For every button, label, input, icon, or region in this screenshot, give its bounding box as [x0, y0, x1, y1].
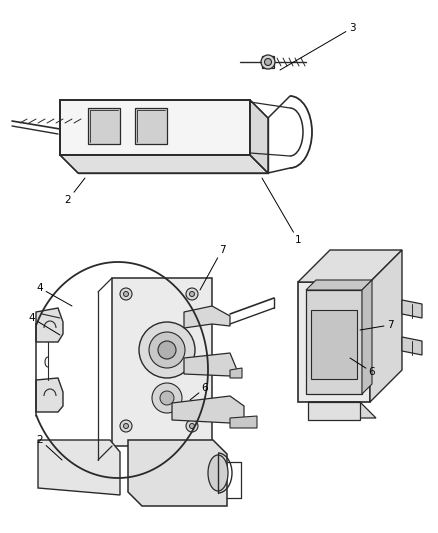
Polygon shape — [184, 353, 237, 376]
Circle shape — [261, 55, 275, 69]
Polygon shape — [36, 308, 63, 342]
Polygon shape — [308, 402, 360, 420]
Polygon shape — [308, 402, 376, 418]
Circle shape — [149, 332, 185, 368]
Circle shape — [190, 292, 194, 296]
Circle shape — [152, 383, 182, 413]
Polygon shape — [88, 108, 120, 144]
Text: 7: 7 — [200, 245, 225, 290]
Circle shape — [120, 288, 132, 300]
Text: 2: 2 — [37, 435, 62, 460]
Polygon shape — [128, 440, 227, 506]
Polygon shape — [298, 250, 402, 282]
Polygon shape — [184, 306, 230, 328]
Circle shape — [186, 288, 198, 300]
Polygon shape — [306, 290, 362, 394]
Polygon shape — [262, 56, 274, 68]
Polygon shape — [60, 155, 268, 173]
Text: 6: 6 — [350, 358, 375, 377]
Polygon shape — [402, 300, 422, 318]
Circle shape — [124, 292, 128, 296]
Text: 1: 1 — [262, 178, 301, 245]
Polygon shape — [250, 100, 268, 173]
Polygon shape — [362, 280, 372, 394]
Text: 7: 7 — [360, 320, 393, 330]
Polygon shape — [230, 416, 257, 428]
Circle shape — [265, 59, 272, 66]
Circle shape — [124, 424, 128, 429]
Polygon shape — [135, 108, 167, 144]
Polygon shape — [298, 282, 370, 402]
Text: 4: 4 — [37, 283, 72, 306]
Polygon shape — [60, 100, 250, 155]
Polygon shape — [306, 280, 372, 290]
Polygon shape — [402, 337, 422, 355]
Polygon shape — [172, 396, 244, 423]
Polygon shape — [36, 378, 63, 412]
Circle shape — [158, 341, 176, 359]
Text: 6: 6 — [190, 383, 208, 400]
Polygon shape — [311, 310, 357, 379]
Text: 2: 2 — [65, 178, 85, 205]
Circle shape — [160, 391, 174, 405]
Text: 3: 3 — [280, 23, 355, 70]
Polygon shape — [230, 368, 242, 378]
Polygon shape — [112, 278, 212, 446]
Circle shape — [190, 424, 194, 429]
Circle shape — [186, 420, 198, 432]
Ellipse shape — [208, 455, 228, 491]
Text: 4: 4 — [28, 313, 60, 335]
Polygon shape — [370, 250, 402, 402]
Circle shape — [139, 322, 195, 378]
Polygon shape — [38, 440, 120, 495]
Circle shape — [120, 420, 132, 432]
